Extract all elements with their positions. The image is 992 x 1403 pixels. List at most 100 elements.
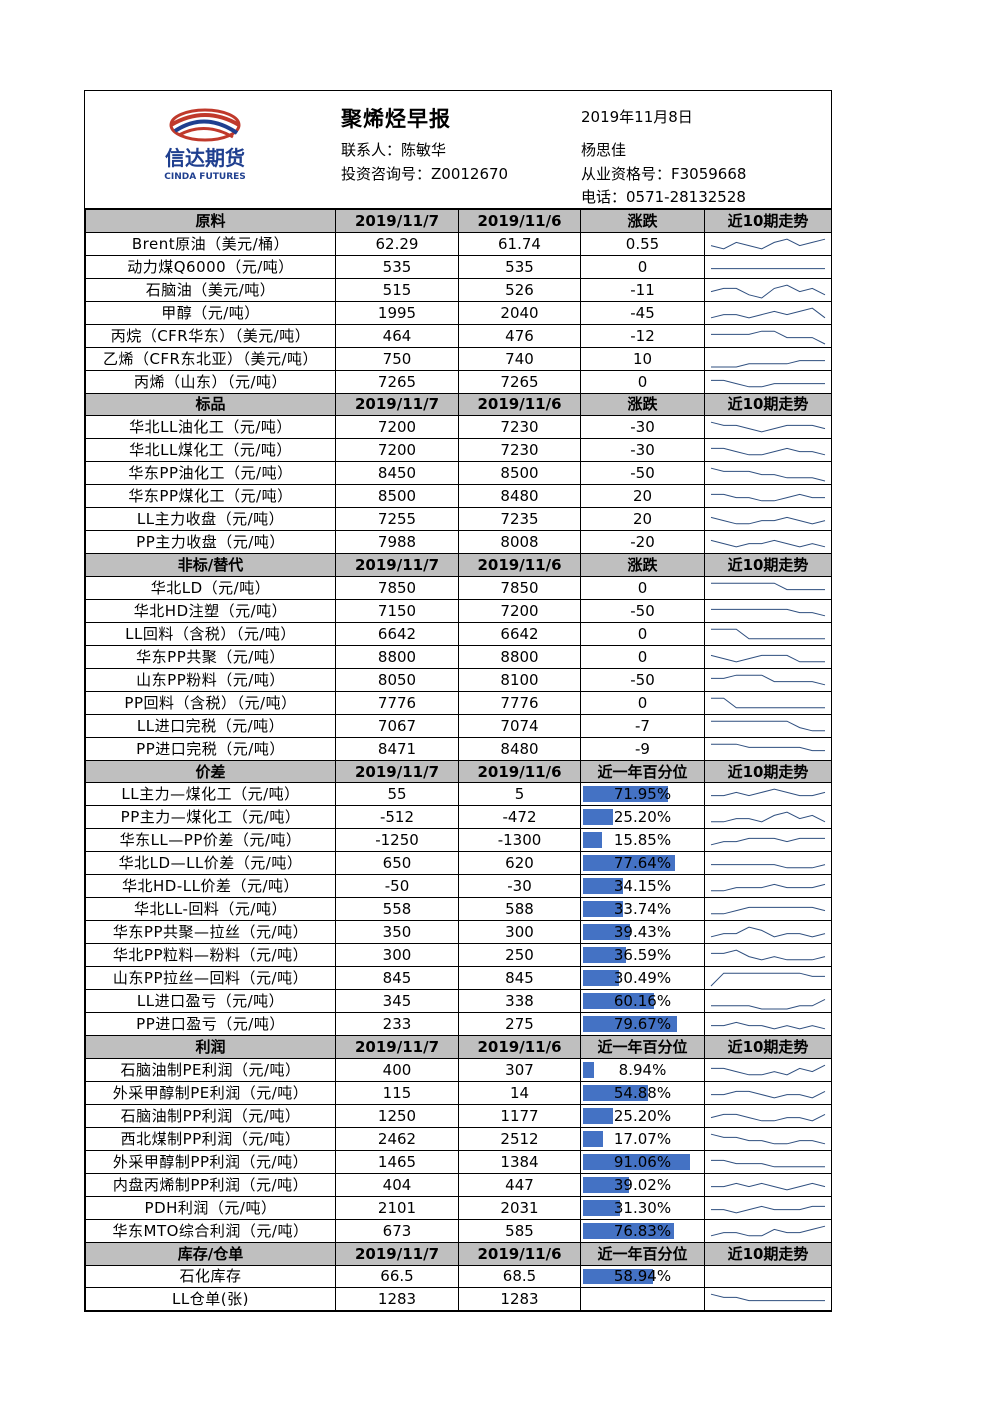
value-current: -512 xyxy=(335,805,459,830)
percentile-value: 34.15% xyxy=(613,877,672,896)
percentile-bar xyxy=(583,878,624,895)
trend-sparkline xyxy=(711,674,826,686)
col-header-date2: 2019/11/6 xyxy=(458,553,581,577)
value-current: 464 xyxy=(335,323,459,348)
trend-sparkline-cell xyxy=(704,598,832,623)
trend-line xyxy=(711,582,825,590)
value-previous: 2040 xyxy=(458,300,581,325)
row-label: PP主力收盘（元/吨） xyxy=(85,530,336,555)
trend-line xyxy=(710,927,826,938)
trend-line xyxy=(711,789,826,797)
trend-sparkline xyxy=(711,1090,826,1099)
trend-sparkline xyxy=(710,517,826,525)
col-header-date2: 2019/11/6 xyxy=(458,1241,581,1266)
trend-sparkline-cell xyxy=(704,989,832,1014)
trend-sparkline xyxy=(711,999,826,1010)
percentile-value: 39.43% xyxy=(613,923,672,942)
trend-line xyxy=(710,421,826,433)
table-row: PDH利润（元/吨） 2101 2031 31.30% xyxy=(85,1195,832,1220)
table-row: 外采甲醇制PP利润（元/吨） 1465 1384 91.06% xyxy=(85,1149,832,1174)
table-row: 石脑油制PP利润（元/吨） 1250 1177 25.20% xyxy=(85,1103,832,1128)
percentile-bar xyxy=(583,809,613,826)
trend-sparkline-cell xyxy=(704,644,832,669)
percentile-value: 79.67% xyxy=(613,1015,672,1034)
trend-sparkline-cell xyxy=(704,782,832,807)
trend-sparkline xyxy=(711,950,826,961)
value-current: 1995 xyxy=(335,300,459,325)
change-value: 0 xyxy=(580,254,705,279)
change-value: -50 xyxy=(580,667,705,692)
section-header: 库存/仓单 2019/11/7 2019/11/6 近一年百分位 近10期走势 xyxy=(85,1241,832,1266)
value-previous: 1177 xyxy=(458,1103,581,1128)
trend-line xyxy=(711,999,826,1010)
trend-line xyxy=(710,1133,826,1145)
percentile-cell: 54.88% xyxy=(580,1080,705,1105)
row-label: 石脑油制PE利润（元/吨） xyxy=(85,1057,336,1082)
table-row: 乙烯（CFR东北亚）（美元/吨） 750 740 10 xyxy=(85,346,832,371)
value-current: 7200 xyxy=(335,415,459,440)
value-previous: 7235 xyxy=(458,507,581,532)
value-previous: 6642 xyxy=(458,621,581,646)
value-current: 1283 xyxy=(335,1287,459,1312)
value-current: 7265 xyxy=(335,369,459,394)
value-previous: 476 xyxy=(458,323,581,348)
percentile-cell: 39.02% xyxy=(580,1172,705,1197)
row-label: LL仓单(张) xyxy=(85,1287,336,1312)
cinda-futures-logo: 信达期货 CINDA FUTURES xyxy=(164,108,246,182)
trend-line xyxy=(710,1225,826,1237)
value-previous: 7200 xyxy=(458,598,581,623)
change-value: -11 xyxy=(580,277,705,302)
row-label: PP主力—煤化工（元/吨） xyxy=(85,805,336,830)
section-header: 非标/替代 2019/11/7 2019/11/6 涨跌 近10期走势 xyxy=(85,553,832,577)
value-current: 8050 xyxy=(335,667,459,692)
percentile-cell: 30.49% xyxy=(580,966,705,991)
trend-sparkline xyxy=(710,1293,825,1302)
row-label: 华北LL煤化工（元/吨） xyxy=(85,438,336,463)
data-table-body: 原料 2019/11/7 2019/11/6 涨跌 近10期走势 Brent原油（美元/桶… xyxy=(85,209,832,1312)
percentile-bar xyxy=(583,1107,613,1124)
trend-sparkline-cell xyxy=(704,254,832,279)
value-previous: 7230 xyxy=(458,438,581,463)
value-previous: 588 xyxy=(458,897,581,922)
value-previous: 5 xyxy=(458,782,581,807)
table-row: 华北LD—LL价差（元/吨） 650 620 77.64% xyxy=(85,851,832,876)
value-previous: 7230 xyxy=(458,415,581,440)
percentile-cell: 77.64% xyxy=(580,851,705,876)
percentile-cell: 79.67% xyxy=(580,1012,705,1037)
report-title: 聚烯烃早报 xyxy=(341,107,451,131)
section-header: 原料 2019/11/7 2019/11/6 涨跌 近10期走势 xyxy=(85,209,832,233)
col-header-trend: 近10期走势 xyxy=(704,392,832,417)
value-previous: 8100 xyxy=(458,667,581,692)
table-row: 西北煤制PP利润（元/吨） 2462 2512 17.07% xyxy=(85,1126,832,1151)
row-label: PDH利润（元/吨） xyxy=(85,1195,336,1220)
col-header-date2: 2019/11/6 xyxy=(458,209,581,233)
value-current: 55 xyxy=(335,782,459,807)
col-header-date2: 2019/11/6 xyxy=(458,759,581,784)
row-label: 石脑油制PP利润（元/吨） xyxy=(85,1103,336,1128)
table-row: 华东PP煤化工（元/吨） 8500 8480 20 xyxy=(85,484,832,509)
percentile-value: 54.88% xyxy=(613,1083,672,1102)
row-label: LL主力—煤化工（元/吨） xyxy=(85,782,336,807)
trend-sparkline-cell xyxy=(704,897,832,922)
trend-line xyxy=(711,1090,826,1099)
value-current: 1465 xyxy=(335,1149,459,1174)
change-value: -45 xyxy=(580,300,705,325)
section-title: 非标/替代 xyxy=(85,553,336,577)
trend-line xyxy=(711,950,826,961)
trend-sparkline xyxy=(711,379,825,387)
value-current: 750 xyxy=(335,346,459,371)
trend-line xyxy=(711,1022,826,1030)
trend-line xyxy=(711,812,826,823)
table-row: 石化库存 66.5 68.5 58.94% xyxy=(85,1264,832,1289)
col-header-date2: 2019/11/6 xyxy=(458,1035,581,1059)
trend-sparkline-cell xyxy=(704,369,832,394)
trend-sparkline xyxy=(710,421,826,433)
section-header: 利润 2019/11/7 2019/11/6 近一年百分位 近10期走势 xyxy=(85,1035,832,1059)
col-header-change: 涨跌 xyxy=(580,392,705,417)
value-current: 673 xyxy=(335,1218,459,1243)
value-previous: 2512 xyxy=(458,1126,581,1151)
row-label: 华东MTO综合利润（元/吨） xyxy=(85,1218,336,1243)
row-label: 丙烷（CFR华东）（美元/吨） xyxy=(85,323,336,348)
row-label: Brent原油（美元/桶） xyxy=(85,231,336,256)
value-current: 6642 xyxy=(335,621,459,646)
